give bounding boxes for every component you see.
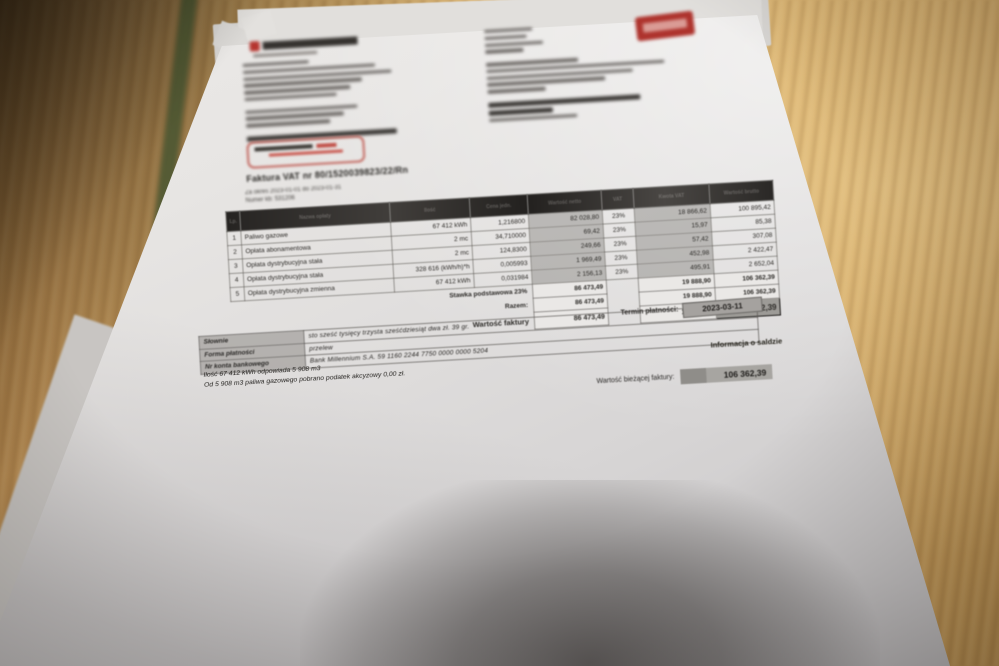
invoice-meta: Za okres 2023-01-01 do 2023-01-31 Numer … [245,185,342,206]
blurred-text-line [487,86,546,94]
blurred-text-line [253,50,318,57]
buyer-address-block [484,16,739,126]
blurred-text-line [489,113,578,123]
col-header: VAT [601,188,635,211]
cell-lp: 4 [229,272,244,288]
cell-lp: 1 [226,230,242,246]
balance-value: 106 362,39 [679,364,773,385]
blurred-text-line [484,34,527,41]
brand-wordmark [262,36,358,50]
blurred-text-line [242,60,309,68]
col-header: Lp. [225,210,241,232]
blurred-text-line [484,40,543,48]
blurred-text-line [488,107,553,116]
cell-lp: 2 [227,244,243,260]
blurred-text-line [484,27,533,34]
supplier-logo [249,35,358,52]
blurred-text-line [254,144,313,152]
invoice-content: Faktura VAT nr 80/1520039823/22/Rn Za ok… [198,3,812,466]
seller-address-block [242,51,477,145]
blurred-text-line [316,142,337,148]
brand-mark-icon [249,41,260,52]
cell-lp: 5 [230,286,245,302]
blurred-text-line [268,149,343,157]
balance-row: Wartość bieżącej faktury: 106 362,39 [596,364,773,389]
due-date-label: Termin płatności: [620,306,679,317]
spacer [245,91,475,110]
cell-lp: 3 [228,258,244,274]
blurred-text-line [485,48,524,54]
balance-label: Wartość bieżącej faktury: [596,373,675,386]
